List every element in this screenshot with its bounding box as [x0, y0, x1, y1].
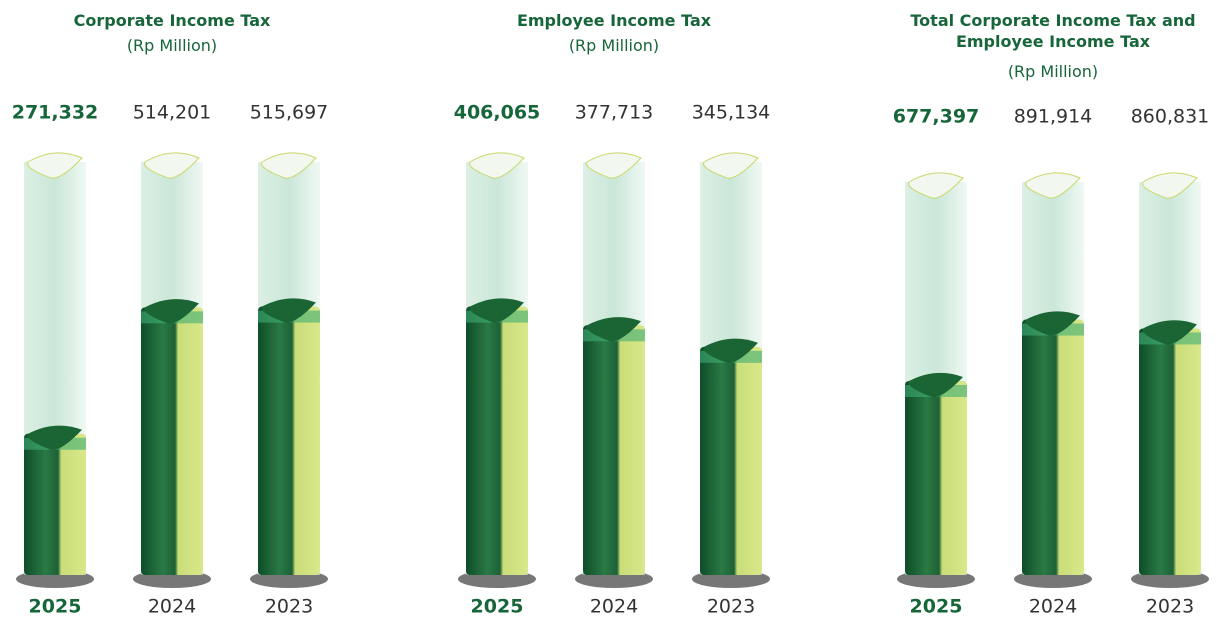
panel-subtitle: (Rp Million) [464, 36, 764, 55]
value-label: 677,397 [893, 106, 980, 128]
bar [1022, 320, 1084, 575]
panel-subtitle: (Rp Million) [903, 62, 1203, 81]
x-tick-label: 2024 [148, 596, 196, 618]
value-label: 891,914 [1014, 106, 1093, 128]
value-label: 860,831 [1131, 106, 1210, 128]
bar [1139, 328, 1201, 575]
panel-subtitle: (Rp Million) [22, 36, 322, 55]
bar [258, 307, 320, 575]
value-label: 377,713 [575, 102, 654, 124]
bar [583, 325, 645, 575]
panel-title: Total Corporate Income Tax and Employee … [903, 10, 1203, 52]
value-label: 514,201 [133, 102, 212, 124]
x-tick-label: 2023 [707, 596, 755, 618]
infographic: 271,332 2025 514,201 2024 515,697 2023 406,065… [0, 0, 1222, 619]
value-label: 271,332 [12, 102, 99, 124]
panel-title: Corporate Income Tax [22, 10, 322, 31]
bar [24, 434, 86, 575]
chart: 271,332 2025 514,201 2024 515,697 2023 406,065… [0, 0, 1222, 619]
x-tick-label: 2025 [29, 596, 82, 618]
bar [700, 347, 762, 575]
value-label: 345,134 [692, 102, 771, 124]
x-tick-label: 2023 [265, 596, 313, 618]
bar [905, 381, 967, 575]
bar [141, 307, 203, 575]
x-tick-label: 2024 [1029, 596, 1077, 618]
x-tick-label: 2025 [910, 596, 963, 618]
value-label: 406,065 [454, 102, 541, 124]
bar [466, 307, 528, 575]
x-tick-label: 2023 [1146, 596, 1194, 618]
x-tick-label: 2024 [590, 596, 638, 618]
panel-title: Employee Income Tax [464, 10, 764, 31]
value-label: 515,697 [250, 102, 329, 124]
x-tick-label: 2025 [471, 596, 524, 618]
